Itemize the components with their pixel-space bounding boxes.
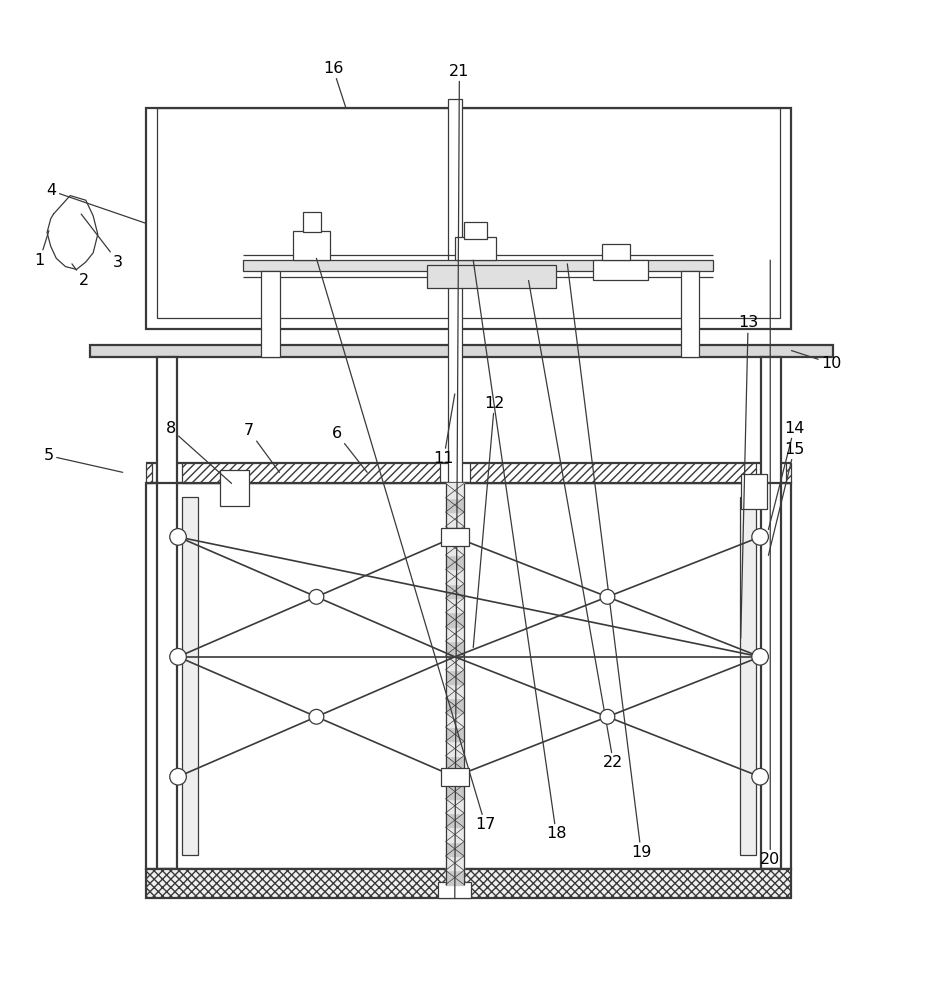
Bar xyxy=(438,882,471,898)
Circle shape xyxy=(170,529,186,545)
Bar xyxy=(90,345,832,357)
Polygon shape xyxy=(445,584,464,598)
Bar xyxy=(293,231,330,260)
Polygon shape xyxy=(445,741,464,756)
Bar xyxy=(302,212,321,232)
Circle shape xyxy=(170,768,186,785)
Bar xyxy=(157,357,177,869)
Bar xyxy=(182,463,439,483)
Bar xyxy=(680,271,698,357)
Bar xyxy=(448,99,462,483)
Bar xyxy=(146,108,791,329)
Text: 5: 5 xyxy=(44,448,122,472)
Polygon shape xyxy=(445,483,464,498)
Polygon shape xyxy=(445,526,464,541)
Polygon shape xyxy=(445,856,464,870)
Bar xyxy=(242,260,712,271)
Bar xyxy=(260,271,279,357)
Polygon shape xyxy=(445,784,464,799)
Text: 19: 19 xyxy=(566,264,651,860)
Polygon shape xyxy=(445,512,464,526)
Polygon shape xyxy=(445,627,464,641)
Text: 12: 12 xyxy=(473,396,504,648)
Polygon shape xyxy=(445,713,464,727)
Text: 7: 7 xyxy=(244,423,279,472)
Text: 15: 15 xyxy=(768,442,804,555)
Circle shape xyxy=(600,709,615,724)
Text: 22: 22 xyxy=(528,280,623,770)
Circle shape xyxy=(751,529,768,545)
Circle shape xyxy=(309,589,324,604)
Polygon shape xyxy=(445,870,464,885)
Bar xyxy=(157,108,780,318)
Text: 3: 3 xyxy=(81,214,123,270)
Bar xyxy=(592,260,648,280)
Polygon shape xyxy=(445,612,464,627)
Text: 10: 10 xyxy=(791,351,841,371)
Bar xyxy=(182,497,198,855)
Polygon shape xyxy=(445,670,464,684)
Polygon shape xyxy=(445,727,464,741)
Polygon shape xyxy=(445,641,464,655)
Bar xyxy=(454,237,496,260)
Circle shape xyxy=(170,649,186,665)
Polygon shape xyxy=(445,698,464,713)
Bar xyxy=(146,463,152,483)
Bar xyxy=(602,244,629,260)
Circle shape xyxy=(309,709,324,724)
Text: 21: 21 xyxy=(449,64,469,898)
Polygon shape xyxy=(445,498,464,512)
Text: 13: 13 xyxy=(737,315,757,638)
Text: 4: 4 xyxy=(46,183,146,223)
Polygon shape xyxy=(445,598,464,612)
Text: 6: 6 xyxy=(331,426,367,472)
Circle shape xyxy=(751,768,768,785)
Text: 2: 2 xyxy=(72,264,89,288)
Text: 16: 16 xyxy=(323,61,346,108)
Text: 20: 20 xyxy=(759,260,780,867)
Bar xyxy=(426,265,555,288)
Polygon shape xyxy=(445,756,464,770)
Bar xyxy=(440,768,468,786)
Bar xyxy=(220,470,248,506)
Polygon shape xyxy=(445,827,464,842)
Bar xyxy=(760,357,781,869)
Polygon shape xyxy=(445,541,464,555)
Bar xyxy=(469,463,756,483)
Polygon shape xyxy=(445,555,464,569)
Bar xyxy=(739,497,756,855)
Bar xyxy=(785,463,791,483)
Polygon shape xyxy=(445,655,464,670)
Text: 11: 11 xyxy=(433,394,454,466)
Circle shape xyxy=(600,589,615,604)
Polygon shape xyxy=(445,770,464,784)
Polygon shape xyxy=(445,684,464,698)
Text: 14: 14 xyxy=(768,421,804,530)
Bar xyxy=(440,528,468,546)
Text: 8: 8 xyxy=(165,421,232,483)
Polygon shape xyxy=(445,842,464,856)
Polygon shape xyxy=(445,813,464,827)
Polygon shape xyxy=(445,799,464,813)
Text: 17: 17 xyxy=(316,258,495,832)
Polygon shape xyxy=(445,569,464,584)
Text: 1: 1 xyxy=(34,231,49,268)
Bar xyxy=(146,483,791,869)
Circle shape xyxy=(751,649,768,665)
Bar xyxy=(464,222,487,239)
Text: 18: 18 xyxy=(473,260,565,841)
Bar xyxy=(740,474,766,509)
Bar xyxy=(146,869,791,898)
